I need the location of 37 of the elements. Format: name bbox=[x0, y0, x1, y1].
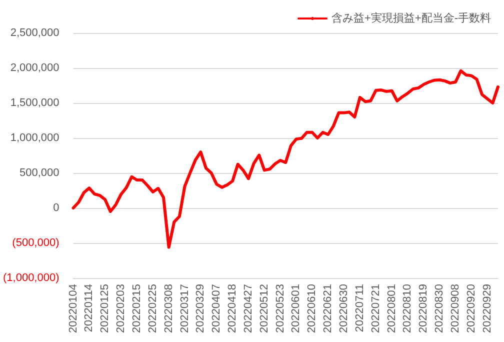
x-tick-label: 20220929 bbox=[481, 284, 494, 333]
x-tick-label: 20220920 bbox=[465, 284, 478, 333]
x-tick-label: 20220418 bbox=[226, 284, 239, 333]
x-tick-label: 20220203 bbox=[115, 284, 128, 333]
x-tick-label: 20220125 bbox=[99, 284, 112, 333]
x-tick-label: 20220601 bbox=[290, 284, 302, 333]
legend-label: 含み益+実現損益+配当金-手数料 bbox=[331, 12, 492, 24]
y-tick-label: (500,000) bbox=[12, 237, 60, 249]
y-tick-label: 2,500,000 bbox=[10, 27, 60, 39]
y-tick-label: 2,000,000 bbox=[10, 62, 60, 74]
x-tick-label: 20220225 bbox=[146, 284, 159, 333]
x-tick-label: 20220721 bbox=[370, 284, 382, 333]
x-tick-label: 20220114 bbox=[83, 284, 96, 332]
x-tick-label: 20220621 bbox=[322, 284, 334, 333]
y-tick-label: (1,000,000) bbox=[2, 272, 60, 284]
x-tick-label: 20220711 bbox=[354, 284, 366, 332]
x-tick-label: 20220512 bbox=[258, 284, 270, 333]
y-tick-label: 1,500,000 bbox=[10, 97, 60, 109]
y-tick-label: 500,000 bbox=[19, 167, 60, 179]
y-tick-label: 1,000,000 bbox=[10, 132, 60, 144]
x-tick-label: 20220630 bbox=[338, 284, 350, 333]
x-tick-label: 20220104 bbox=[67, 284, 80, 333]
x-tick-label: 20220801 bbox=[386, 284, 398, 333]
x-tick-label: 20220908 bbox=[450, 284, 462, 333]
x-tick-label: 20220830 bbox=[434, 284, 446, 333]
x-tick-label: 20220215 bbox=[130, 284, 143, 333]
x-tick-label: 20220317 bbox=[178, 284, 191, 333]
x-tick-label: 20220308 bbox=[162, 284, 175, 333]
x-tick-label: 20220407 bbox=[210, 284, 223, 333]
y-tick-label: 0 bbox=[53, 202, 60, 214]
x-tick-label: 20220819 bbox=[418, 284, 430, 333]
line-series bbox=[72, 69, 500, 249]
x-tick-label: 20220610 bbox=[306, 284, 318, 333]
x-tick-label: 20220329 bbox=[194, 284, 207, 333]
x-tick-label: 20220523 bbox=[274, 284, 286, 333]
x-tick-label: 20220810 bbox=[402, 284, 414, 333]
x-tick-label: 20220427 bbox=[242, 284, 254, 333]
